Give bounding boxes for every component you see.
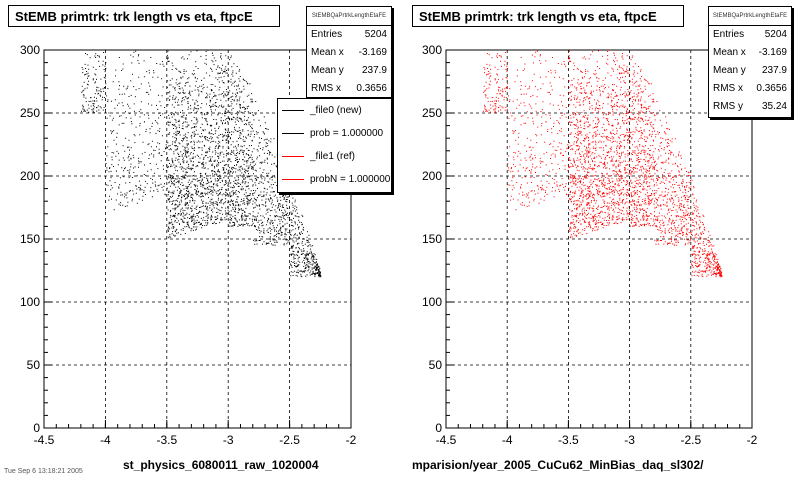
right-stats-rms-x: RMS x 0.3656 bbox=[713, 83, 787, 94]
left-x-axis-label: st_physics_6080011_raw_1020004 bbox=[123, 458, 319, 472]
legend-entry-probn: probN = 1.000000 bbox=[278, 168, 391, 191]
legend-line-red bbox=[282, 179, 304, 180]
y-tick-label: 200 bbox=[422, 169, 442, 183]
left-stats-name: StEMBQaPrtrkLengthEtaFE bbox=[307, 7, 391, 26]
y-tick-label: 300 bbox=[422, 43, 442, 57]
x-tick-label: -3.5 bbox=[156, 433, 177, 447]
y-tick-label: 0 bbox=[435, 421, 442, 435]
x-tick-label: -2 bbox=[346, 433, 357, 447]
x-tick-label: -4 bbox=[100, 433, 111, 447]
x-tick-label: -2.5 bbox=[279, 433, 300, 447]
x-tick-label: -2.5 bbox=[680, 433, 701, 447]
right-plot: -4.5 -4 -3.5 -3 -2.5 -2 0 50 100 150 200 250 300 bbox=[422, 43, 758, 447]
left-chart-title: StEMB primtrk: trk length vs eta, ftpcE bbox=[8, 5, 280, 27]
x-tick-label: -3.5 bbox=[558, 433, 579, 447]
y-tick-label: 50 bbox=[27, 358, 41, 372]
y-tick-label: 100 bbox=[20, 295, 40, 309]
legend-line-black bbox=[282, 110, 304, 111]
legend-entry-prob: prob = 1.000000 bbox=[278, 122, 391, 145]
legend-entry-file1: _file1 (ref) bbox=[278, 145, 391, 168]
left-stats-mean-x: Mean x -3.169 bbox=[311, 47, 387, 58]
left-stats-entries: Entries 5204 bbox=[311, 29, 387, 40]
x-tick-label: -4.5 bbox=[34, 433, 55, 447]
legend-line-black bbox=[282, 133, 304, 134]
right-stats-mean-y: Mean y 237.9 bbox=[713, 65, 787, 76]
left-legend: _file0 (new) prob = 1.000000 _file1 (ref… bbox=[277, 98, 392, 193]
right-x-axis-label: mparision/year_2005_CuCu62_MinBias_daq_s… bbox=[412, 458, 704, 472]
y-tick-label: 50 bbox=[429, 358, 443, 372]
y-tick-label: 150 bbox=[422, 232, 442, 246]
x-tick-label: -4 bbox=[502, 433, 513, 447]
right-stats-box: StEMBQaPrtrkLengthEtaFE Entries 5204 Mean… bbox=[708, 6, 792, 118]
footer-timestamp: Tue Sep 6 13:18:21 2005 bbox=[4, 468, 83, 475]
y-tick-label: 200 bbox=[20, 169, 40, 183]
right-stats-mean-x: Mean x -3.169 bbox=[713, 47, 787, 58]
y-tick-label: 100 bbox=[422, 295, 442, 309]
legend-line-red bbox=[282, 156, 304, 157]
y-tick-label: 300 bbox=[20, 43, 40, 57]
y-tick-label: 0 bbox=[33, 421, 40, 435]
y-tick-label: 250 bbox=[20, 106, 40, 120]
x-tick-label: -3 bbox=[624, 433, 635, 447]
right-stats-name: StEMBQaPrtrkLengthEtaFE bbox=[709, 7, 791, 26]
left-stats-mean-y: Mean y 237.9 bbox=[311, 65, 387, 76]
right-stats-rms-y: RMS y 35.24 bbox=[713, 101, 787, 112]
legend-entry-file0: _file0 (new) bbox=[278, 99, 391, 122]
y-tick-label: 150 bbox=[20, 232, 40, 246]
x-tick-label: -2 bbox=[747, 433, 758, 447]
x-tick-label: -4.5 bbox=[436, 433, 457, 447]
scatter-points bbox=[482, 49, 723, 278]
left-stats-box: StEMBQaPrtrkLengthEtaFE Entries 5204 Mean… bbox=[306, 6, 392, 98]
y-tick-label: 250 bbox=[422, 106, 442, 120]
right-chart-title: StEMB primtrk: trk length vs eta, ftpcE bbox=[412, 5, 684, 27]
scatter-points bbox=[81, 49, 322, 278]
x-tick-label: -3 bbox=[223, 433, 234, 447]
left-stats-rms-x: RMS x 0.3656 bbox=[311, 83, 387, 94]
right-stats-entries: Entries 5204 bbox=[713, 29, 787, 40]
